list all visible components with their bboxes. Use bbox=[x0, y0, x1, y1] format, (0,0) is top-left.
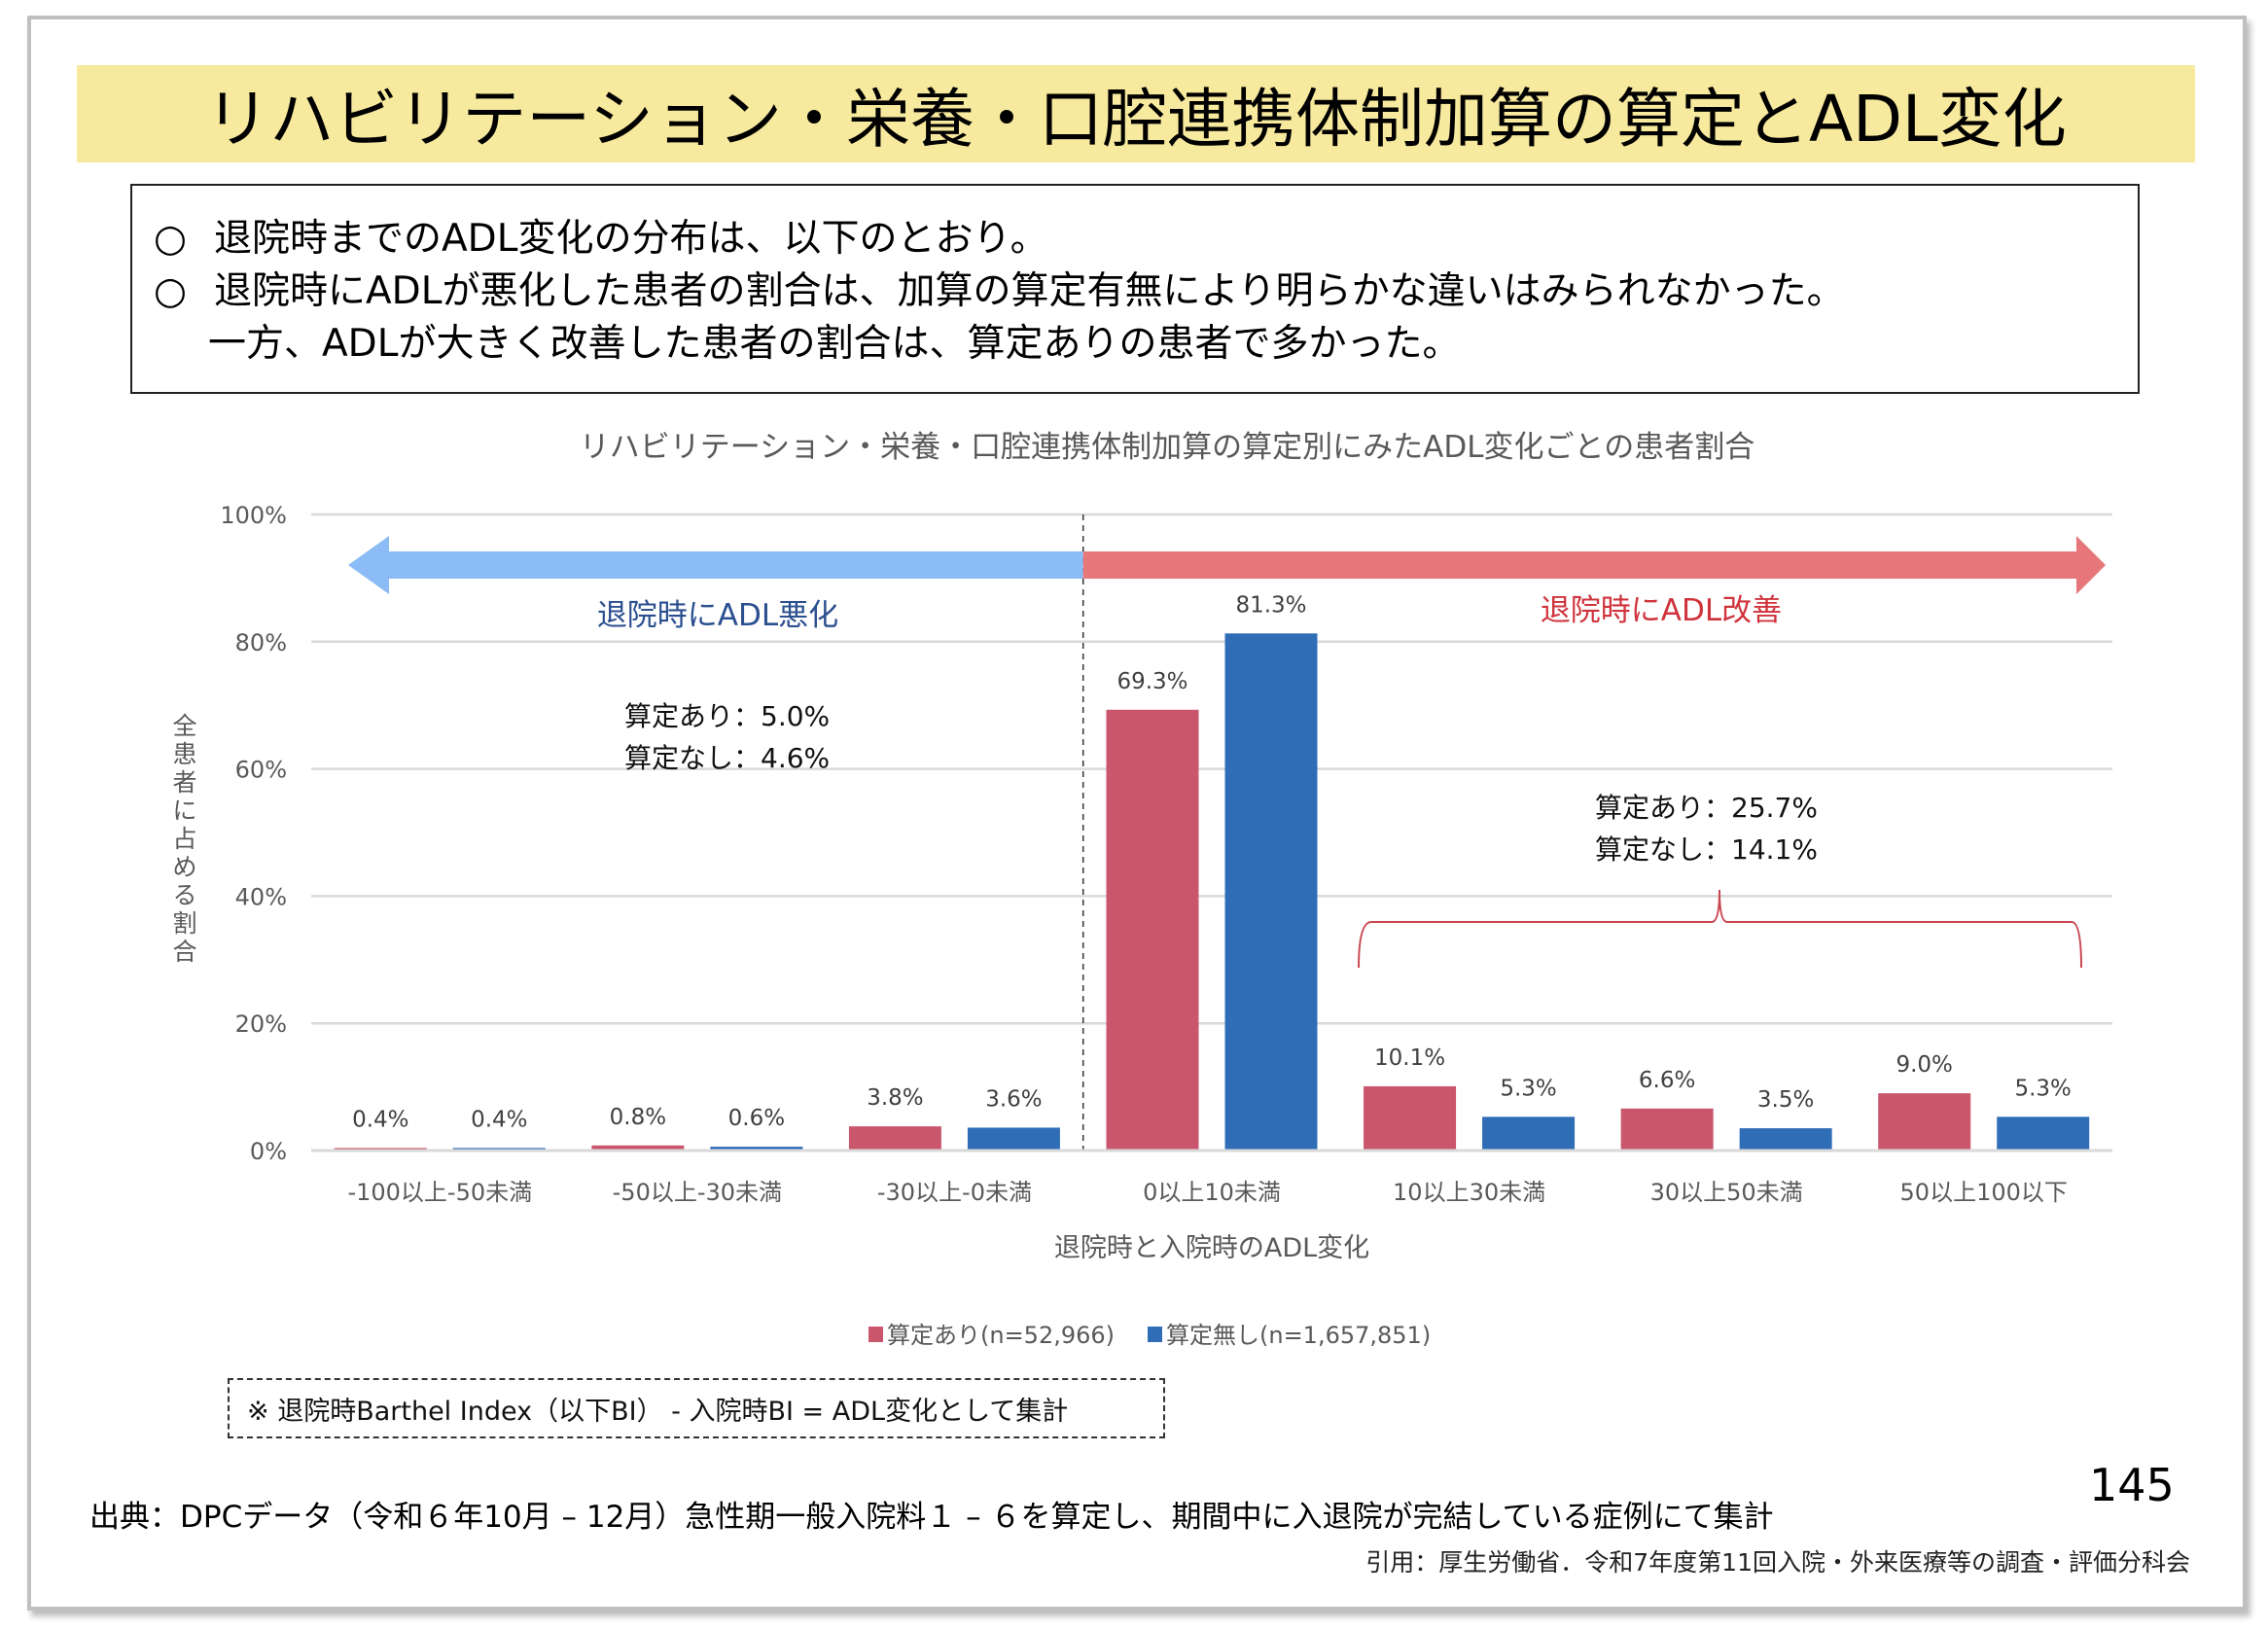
annotations: 算定あり：5.0% 算定なし：4.6% 算定あり：25.7% 算定なし：14.1% bbox=[624, 700, 2082, 969]
data-label: 5.3% bbox=[1500, 1076, 1556, 1101]
title-banner: リハビリテーション・栄養・口腔連携体制加算の算定とADL変化 bbox=[77, 65, 2195, 162]
data-label: 0.8% bbox=[610, 1105, 666, 1130]
summary-line: 一方、ADLが大きく改善した患者の割合は、算定ありの患者で多かった。 bbox=[154, 318, 2118, 371]
y-axis-ticks: 0% 20% 40% 60% 80% 100% bbox=[220, 502, 287, 1165]
data-label: 0.4% bbox=[471, 1107, 527, 1132]
legend-label: 算定あり(n=52,966) bbox=[887, 1322, 1115, 1349]
y-tick-label: 20% bbox=[235, 1010, 287, 1038]
y-tick-label: 60% bbox=[235, 757, 287, 784]
chart-title: リハビリテーション・栄養・口腔連携体制加算の算定別にみたADL変化ごとの患者割合 bbox=[580, 430, 1754, 465]
data-label: 0.4% bbox=[352, 1107, 408, 1132]
improve-summary-text: 算定なし：14.1% bbox=[1595, 833, 1818, 866]
bullet-circle-icon: ○ bbox=[154, 269, 188, 313]
x-tick-label: -30以上-0未満 bbox=[877, 1179, 1032, 1206]
legend-label: 算定無し(n=1,657,851) bbox=[1166, 1322, 1431, 1349]
x-tick-label: -100以上-50未満 bbox=[347, 1179, 532, 1206]
slide-title: リハビリテーション・栄養・口腔連携体制加算の算定とADL変化 bbox=[205, 82, 2067, 157]
summary-line: ○ 退院時にADLが悪化した患者の割合は、加算の算定有無により明らかな違いはみられ… bbox=[154, 266, 2118, 318]
y-tick-label: 100% bbox=[220, 502, 287, 529]
citation-text: 引用：厚生労働省．令和7年度第11回入院・外来医療等の調査・評価分科会 bbox=[1365, 1548, 2190, 1577]
bar bbox=[1620, 1108, 1714, 1151]
y-tick-label: 0% bbox=[250, 1138, 287, 1165]
x-tick-label: 0以上10未満 bbox=[1143, 1179, 1281, 1206]
improve-summary-text: 算定あり：25.7% bbox=[1595, 792, 1818, 824]
note-text: ※ 退院時Barthel Index（以下BI） - 入院時BI = ADL変化… bbox=[247, 1396, 1069, 1427]
bar bbox=[1106, 709, 1199, 1151]
summary-box: ○ 退院時までのADL変化の分布は、以下のとおり。 ○ 退院時にADLが悪化した患者… bbox=[130, 184, 2140, 394]
worsen-summary-text: 算定なし：4.6% bbox=[624, 742, 830, 774]
data-label: 9.0% bbox=[1896, 1052, 1952, 1078]
bars bbox=[311, 633, 2112, 1152]
bar bbox=[1482, 1116, 1576, 1151]
bar bbox=[1878, 1093, 1971, 1151]
data-label: 6.6% bbox=[1639, 1068, 1695, 1093]
summary-text: 退院時までのADL変化の分布は、以下のとおり。 bbox=[214, 217, 1048, 261]
data-label: 3.5% bbox=[1757, 1087, 1814, 1113]
data-label: 69.3% bbox=[1116, 669, 1187, 694]
page-number: 145 bbox=[2089, 1459, 2175, 1511]
worsen-summary-text: 算定あり：5.0% bbox=[624, 700, 830, 732]
bar bbox=[967, 1127, 1060, 1151]
legend-swatch bbox=[868, 1327, 883, 1342]
y-tick-label: 80% bbox=[235, 629, 287, 656]
x-axis-label: 退院時と入院時のADL変化 bbox=[1054, 1233, 1369, 1263]
bar bbox=[1739, 1128, 1832, 1151]
x-tick-label: 30以上50未満 bbox=[1650, 1179, 1803, 1206]
data-label: 3.6% bbox=[985, 1086, 1042, 1112]
worsen-label: 退院時にADL悪化 bbox=[597, 598, 838, 633]
direction-arrows: 退院時にADL悪化 退院時にADL改善 bbox=[348, 514, 2106, 1151]
y-tick-label: 40% bbox=[235, 883, 287, 910]
legend-swatch bbox=[1148, 1327, 1162, 1342]
gridlines bbox=[311, 513, 2112, 1152]
brace-icon bbox=[1358, 889, 2082, 969]
left-arrow-icon bbox=[348, 536, 1083, 594]
x-tick-label: -50以上-30未満 bbox=[613, 1179, 782, 1206]
data-label: 0.6% bbox=[728, 1106, 785, 1131]
right-arrow-icon bbox=[1082, 536, 2106, 594]
bar bbox=[1224, 633, 1318, 1151]
data-label: 10.1% bbox=[1374, 1045, 1445, 1071]
y-axis-label: 全患者に占める割合 bbox=[172, 712, 196, 966]
bar bbox=[1997, 1116, 2090, 1151]
x-axis-ticks: -100以上-50未満 -50以上-30未満 -30以上-0未満 0以上10未満 10以… bbox=[347, 1179, 2067, 1206]
summary-text: 一方、ADLが大きく改善した患者の割合は、算定ありの患者で多かった。 bbox=[208, 322, 1461, 366]
bar bbox=[591, 1145, 685, 1151]
data-labels: 0.4% 0.4% 0.8% 0.6% 3.8% 3.6% 69.3% 81.3% 10.1% 5… bbox=[352, 592, 2072, 1132]
summary-line: ○ 退院時までのADL変化の分布は、以下のとおり。 bbox=[154, 213, 2118, 266]
bar bbox=[1364, 1085, 1457, 1151]
bullet-circle-icon: ○ bbox=[154, 217, 188, 261]
calculation-note: ※ 退院時Barthel Index（以下BI） - 入院時BI = ADL変化… bbox=[228, 1378, 1165, 1438]
legend: 算定あり(n=52,966) 算定無し(n=1,657,851) bbox=[868, 1322, 1431, 1349]
x-tick-label: 50以上100以下 bbox=[1900, 1179, 2068, 1206]
improve-label: 退院時にADL改善 bbox=[1541, 593, 1782, 628]
source-text: 出典：DPCデータ（令和６年10月 – 12月）急性期一般入院料１ – ６を算定… bbox=[89, 1500, 1774, 1535]
bar bbox=[710, 1147, 803, 1151]
data-label: 81.3% bbox=[1235, 592, 1306, 618]
summary-text: 退院時にADLが悪化した患者の割合は、加算の算定有無により明らかな違いはみられな… bbox=[214, 269, 1845, 313]
data-label: 3.8% bbox=[867, 1085, 923, 1111]
bar bbox=[848, 1126, 941, 1151]
x-tick-label: 10以上30未満 bbox=[1393, 1179, 1545, 1206]
data-label: 5.3% bbox=[2014, 1076, 2071, 1101]
